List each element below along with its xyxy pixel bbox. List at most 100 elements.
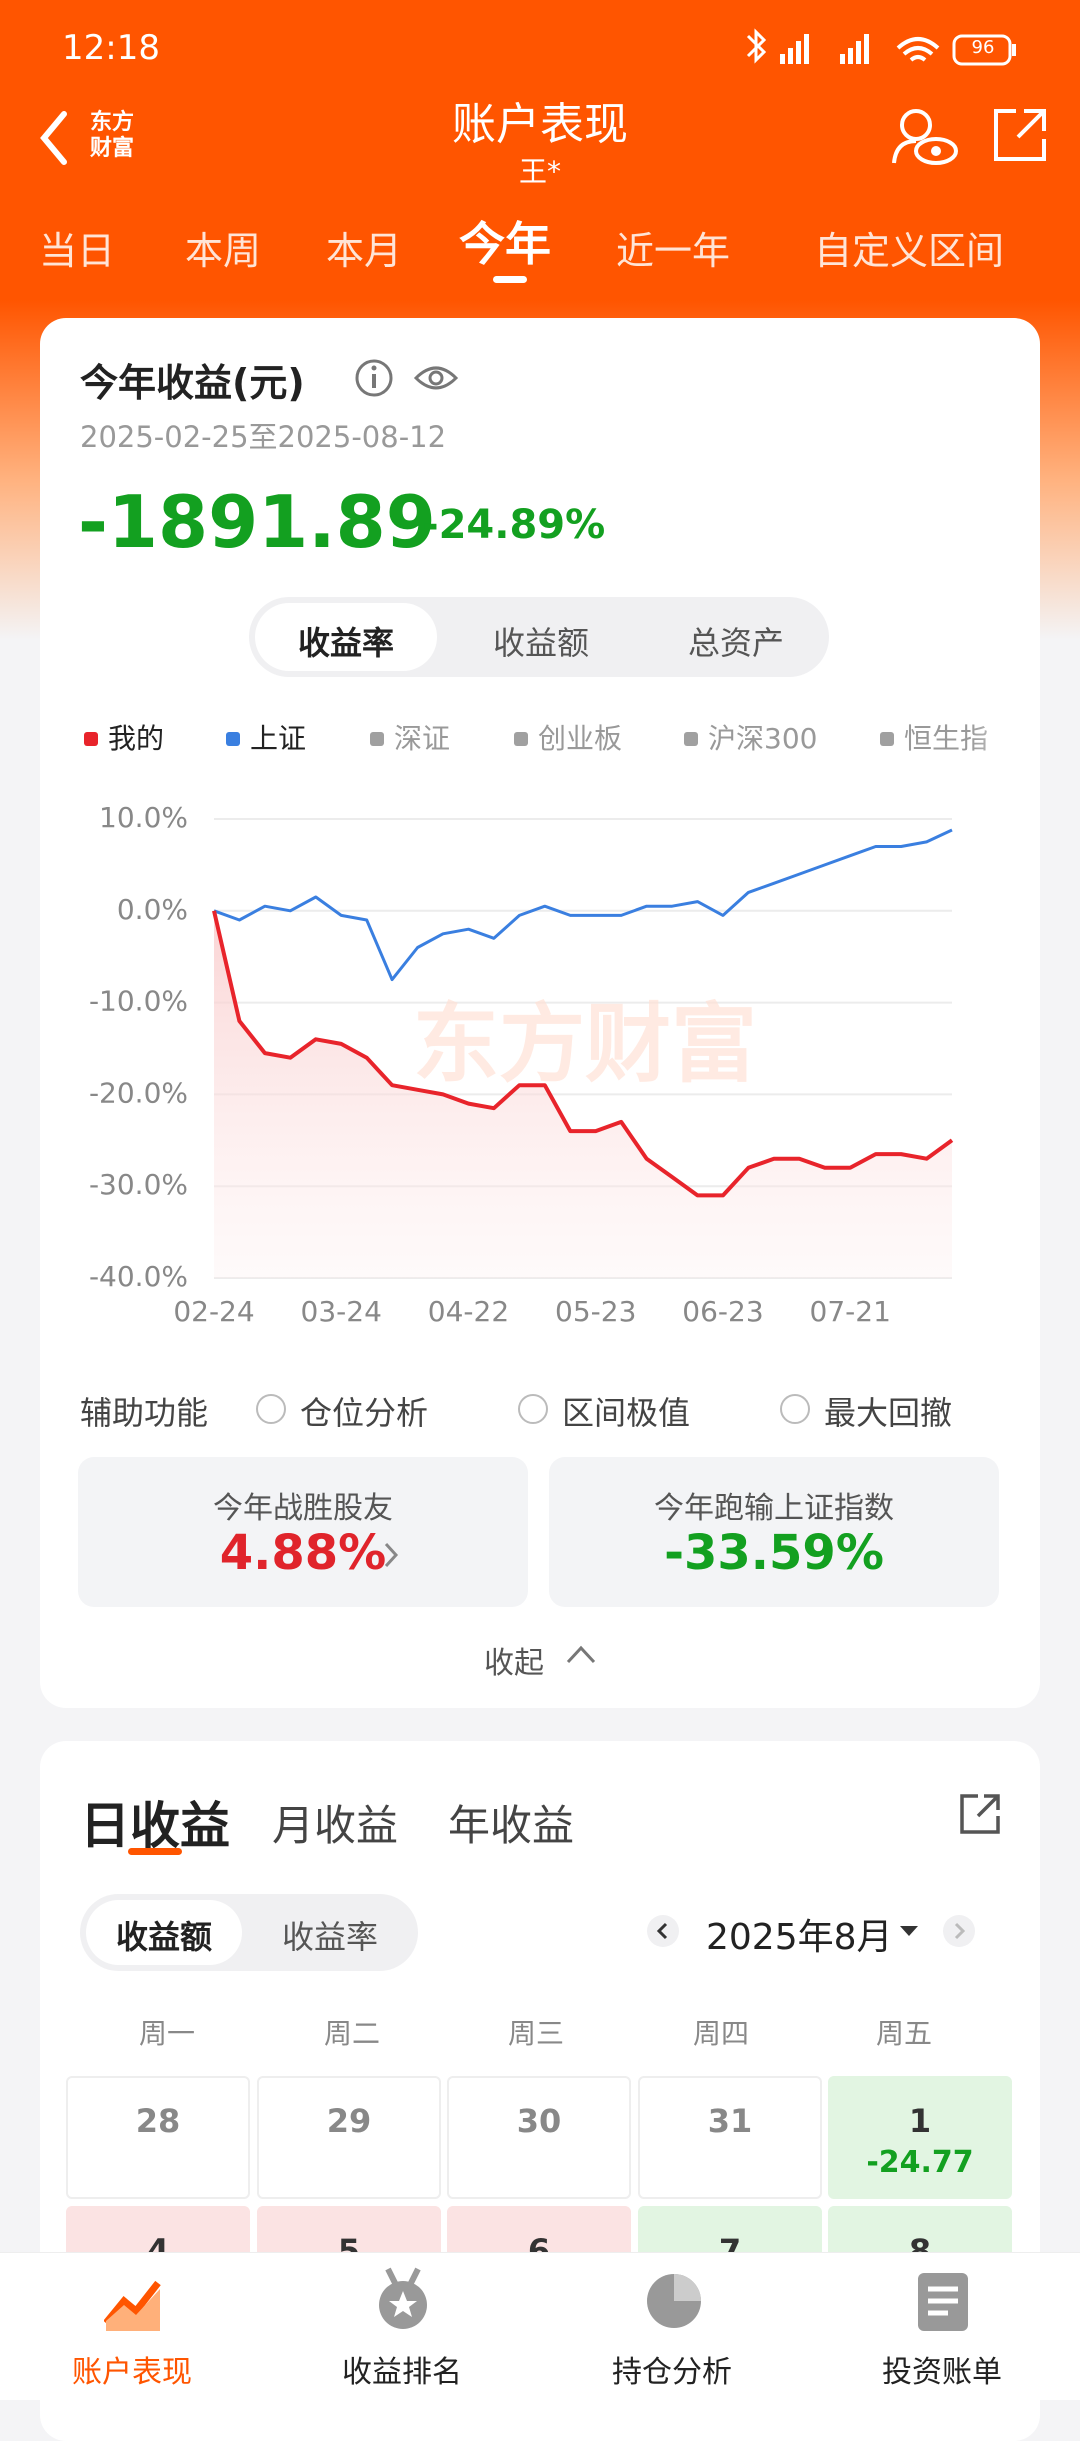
prev-month[interactable]: [646, 1914, 680, 1948]
nav-label[interactable]: 投资账单: [882, 2355, 1002, 2390]
x-tick-label: 07-21: [810, 1295, 891, 1328]
metric-tab[interactable]: 收益率: [297, 624, 394, 662]
x-tick-label: 06-23: [682, 1295, 763, 1328]
returns-tab[interactable]: 月收益: [272, 1801, 399, 1850]
period-tab[interactable]: 本周: [184, 229, 261, 273]
collapse-button[interactable]: 收起: [484, 1646, 544, 1681]
nav-icon: [104, 2280, 161, 2331]
radio[interactable]: [518, 1394, 548, 1424]
legend-swatch: [226, 732, 240, 746]
chevron: [384, 1542, 399, 1568]
stat-box[interactable]: [78, 1457, 528, 1607]
period-tab[interactable]: 自定义区间: [813, 229, 1004, 273]
metric-tab[interactable]: 收益额: [492, 624, 589, 662]
summary-title: 今年收益(元): [80, 361, 305, 405]
radio[interactable]: [780, 1394, 810, 1424]
returns-tab[interactable]: 日收益: [80, 1797, 230, 1855]
battery: 96: [971, 37, 995, 58]
period-tab[interactable]: 今年: [459, 217, 551, 271]
calendar-day: 31: [707, 2102, 753, 2140]
weekday: 周一: [138, 2017, 195, 2050]
nav-label[interactable]: 收益排名: [342, 2355, 462, 2390]
calendar-cell[interactable]: 28: [66, 2076, 250, 2199]
calendar-day: 29: [326, 2102, 372, 2140]
nav-icon: [379, 2267, 427, 2329]
calendar-cell[interactable]: 1 -24.77: [828, 2076, 1012, 2199]
month-selector[interactable]: 2025年8月: [706, 1917, 893, 1958]
calendar-cell[interactable]: 31: [638, 2076, 822, 2199]
aux-option[interactable]: 最大回撤: [824, 1394, 953, 1432]
legend-label: 沪深300: [708, 722, 817, 755]
radio[interactable]: [256, 1394, 286, 1424]
aux-label: 辅助功能: [80, 1394, 209, 1432]
stat-value: -33.59%: [664, 1525, 884, 1581]
share-icon[interactable]: [990, 105, 1050, 165]
status-time: 12:18: [62, 28, 160, 68]
legend-label: 上证: [250, 722, 306, 755]
calendar-day: 28: [135, 2102, 181, 2140]
legend-swatch: [84, 732, 98, 746]
area: [214, 910, 952, 1278]
calendar-cell[interactable]: 30: [447, 2076, 631, 2199]
legend-swatch: [880, 732, 894, 746]
legend-label: 创业板: [538, 722, 622, 755]
status-icons: [746, 28, 1016, 66]
period-tab[interactable]: 近一年: [615, 229, 730, 273]
watch-icon[interactable]: [890, 105, 960, 169]
y-tick-label: -30.0%: [89, 1168, 188, 1201]
legend-swatch: [514, 732, 528, 746]
weekday: 周三: [507, 2017, 564, 2050]
segment-option[interactable]: 收益率: [281, 1918, 378, 1956]
stat-box: [549, 1457, 999, 1607]
page-title: 账户表现: [452, 99, 628, 150]
calendar-day: 1: [908, 2102, 932, 2140]
x-tick-label: 03-24: [301, 1295, 382, 1328]
nav-label[interactable]: 账户表现: [72, 2355, 192, 2390]
tab-indicator: [493, 276, 527, 283]
stat-value: 4.88%: [219, 1525, 387, 1581]
nav-icon: [647, 2274, 701, 2328]
period-tab[interactable]: 本月: [325, 229, 402, 273]
legend-label: 深证: [394, 722, 450, 755]
share-icon[interactable]: [956, 1790, 1004, 1838]
weekday: 周五: [875, 2017, 932, 2050]
line: [212, 910, 954, 1198]
calendar-value: -24.77: [866, 2145, 974, 2180]
logo: 东方 财富: [90, 110, 134, 162]
y-tick-label: -10.0%: [89, 985, 188, 1018]
legend-swatch: [370, 732, 384, 746]
segment-option[interactable]: 收益额: [115, 1918, 212, 1956]
y-tick-label: -20.0%: [89, 1076, 188, 1109]
return-amount: -1891.89: [78, 480, 436, 564]
logo-text: 东方: [90, 110, 135, 135]
legend-label: 我的: [108, 722, 164, 755]
nav-icon: [918, 2273, 968, 2331]
x-tick-label: 04-22: [428, 1295, 509, 1328]
aux-option[interactable]: 区间极值: [562, 1394, 691, 1432]
segment-selected: [86, 1900, 242, 1965]
y-tick-label: -40.0%: [89, 1260, 188, 1293]
segment-selected: [255, 603, 437, 671]
tab-indicator: [128, 1848, 182, 1855]
x-tick-label: 05-23: [555, 1295, 636, 1328]
back-button[interactable]: [36, 108, 76, 168]
watermark: 东方财富: [413, 994, 757, 1094]
stat-label: 今年战胜股友: [213, 1491, 393, 1526]
next-month[interactable]: [942, 1914, 976, 1948]
metric-tab[interactable]: 总资产: [687, 624, 784, 662]
stat-label: 今年跑输上证指数: [654, 1491, 894, 1526]
line: [213, 828, 953, 982]
x-tick-label: 02-24: [173, 1295, 254, 1328]
summary-icons[interactable]: [352, 356, 472, 400]
calendar-cell[interactable]: 29: [257, 2076, 441, 2199]
logo-text: 财富: [90, 136, 135, 161]
bottom-nav: 账户表现 收益排名 持仓分析 投资账单: [0, 2252, 1080, 2400]
period-tab[interactable]: 当日: [38, 229, 115, 273]
returns-tab[interactable]: 年收益: [448, 1801, 575, 1850]
y-tick-label: 10.0%: [99, 801, 188, 834]
nav-label[interactable]: 持仓分析: [612, 2355, 732, 2390]
account-name: 王*: [518, 155, 561, 188]
aux-option[interactable]: 仓位分析: [300, 1394, 429, 1432]
legend-fade: [970, 718, 1040, 762]
